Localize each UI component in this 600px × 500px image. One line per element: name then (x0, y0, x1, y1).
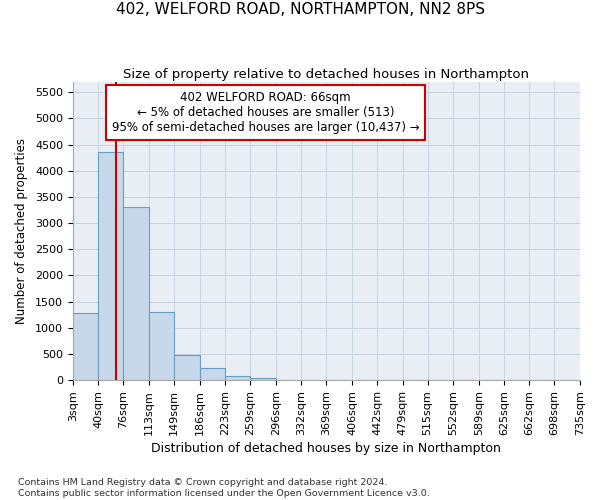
Bar (124, 208, 149, 380)
Bar (149, 312, 174, 380)
X-axis label: Distribution of detached houses by size in Northampton: Distribution of detached houses by size … (151, 442, 502, 455)
Bar (98, 152, 124, 380)
Y-axis label: Number of detached properties: Number of detached properties (15, 138, 28, 324)
Text: 402, WELFORD ROAD, NORTHAMPTON, NN2 8PS: 402, WELFORD ROAD, NORTHAMPTON, NN2 8PS (115, 2, 485, 18)
Bar (200, 368, 225, 380)
Bar (250, 378, 276, 380)
Bar (225, 376, 250, 380)
Text: 402 WELFORD ROAD: 66sqm
← 5% of detached houses are smaller (513)
95% of semi-de: 402 WELFORD ROAD: 66sqm ← 5% of detached… (112, 90, 419, 134)
Title: Size of property relative to detached houses in Northampton: Size of property relative to detached ho… (124, 68, 529, 80)
Bar (174, 355, 200, 380)
Text: Contains HM Land Registry data © Crown copyright and database right 2024.
Contai: Contains HM Land Registry data © Crown c… (18, 478, 430, 498)
Bar (73, 313, 98, 380)
